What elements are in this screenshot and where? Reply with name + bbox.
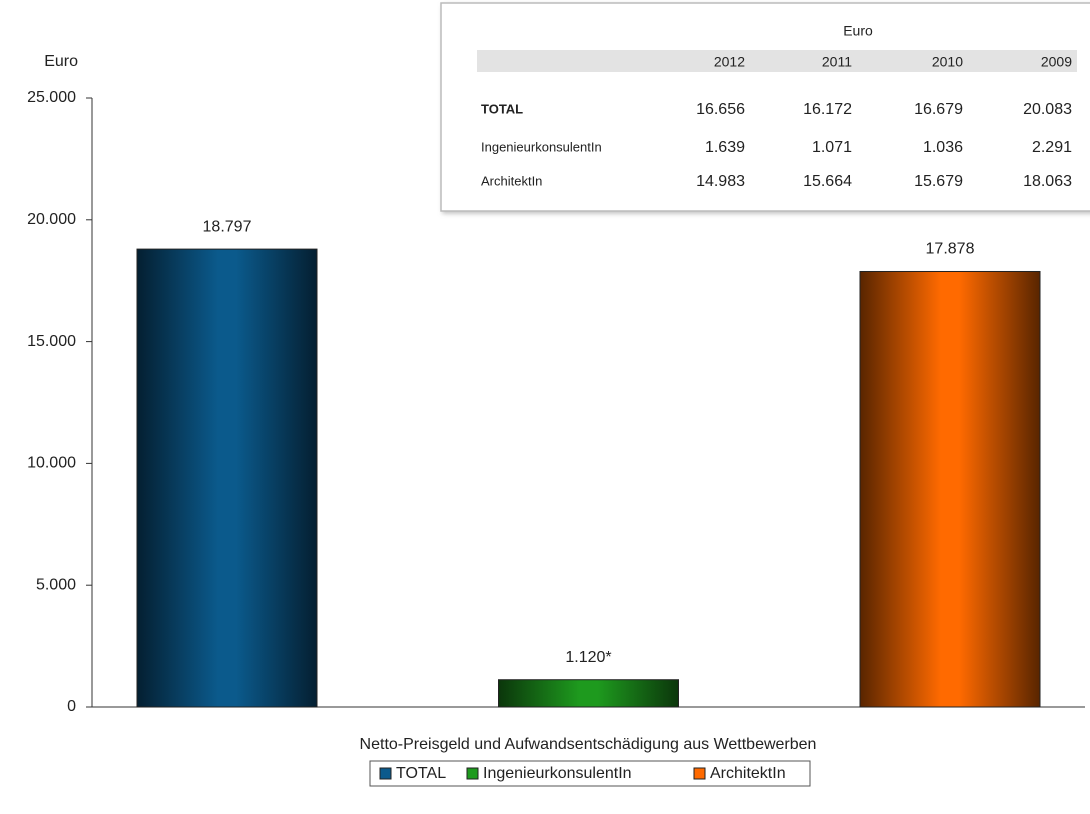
y-tick-label: 15.000 bbox=[27, 333, 76, 350]
legend-swatch bbox=[379, 767, 392, 780]
table-cell: 16.679 bbox=[914, 101, 963, 118]
table-cell: 1.639 bbox=[705, 139, 745, 156]
table-cell: 2.291 bbox=[1032, 139, 1072, 156]
legend-label: ArchitektIn bbox=[710, 765, 786, 782]
bar bbox=[859, 270, 1041, 708]
table-header-band bbox=[477, 50, 1077, 72]
value-label: 17.878 bbox=[926, 241, 975, 258]
table-row-label: ArchitektIn bbox=[481, 173, 542, 188]
bar bbox=[136, 248, 318, 708]
x-axis-label: Netto-Preisgeld und Aufwandsentschädigun… bbox=[360, 736, 817, 753]
table-title: Euro bbox=[843, 23, 873, 39]
table-cell: 14.983 bbox=[696, 173, 745, 190]
y-tick-label: 25.000 bbox=[27, 89, 76, 106]
legend-label: IngenieurkonsulentIn bbox=[483, 765, 632, 782]
y-tick-label: 0 bbox=[67, 698, 76, 715]
y-tick-label: 5.000 bbox=[36, 576, 76, 593]
table-box bbox=[440, 2, 1090, 212]
value-label: 18.797 bbox=[203, 218, 252, 235]
table-cell: 16.656 bbox=[696, 101, 745, 118]
value-label: 1.120* bbox=[565, 649, 611, 666]
table-column-header: 2010 bbox=[932, 54, 963, 70]
bar bbox=[498, 679, 679, 708]
table-cell: 16.172 bbox=[803, 101, 852, 118]
table-column-header: 2009 bbox=[1041, 54, 1072, 70]
legend-label: TOTAL bbox=[396, 765, 446, 782]
table-cell: 20.083 bbox=[1023, 101, 1072, 118]
table-cell: 15.664 bbox=[803, 173, 852, 190]
legend-swatch bbox=[466, 767, 479, 780]
table-cell: 15.679 bbox=[914, 173, 963, 190]
table-row-label: TOTAL bbox=[481, 101, 523, 116]
table-cell: 1.071 bbox=[812, 139, 852, 156]
legend-box bbox=[369, 760, 811, 787]
legend-swatch bbox=[693, 767, 706, 780]
table-cell: 18.063 bbox=[1023, 173, 1072, 190]
table-column-header: 2012 bbox=[714, 54, 745, 70]
y-tick-label: 20.000 bbox=[27, 211, 76, 228]
table-cell: 1.036 bbox=[923, 139, 963, 156]
y-tick-label: 10.000 bbox=[27, 455, 76, 472]
table-column-header: 2011 bbox=[822, 54, 852, 70]
table-row-label: IngenieurkonsulentIn bbox=[481, 139, 602, 154]
y-axis-label: Euro bbox=[44, 53, 78, 70]
